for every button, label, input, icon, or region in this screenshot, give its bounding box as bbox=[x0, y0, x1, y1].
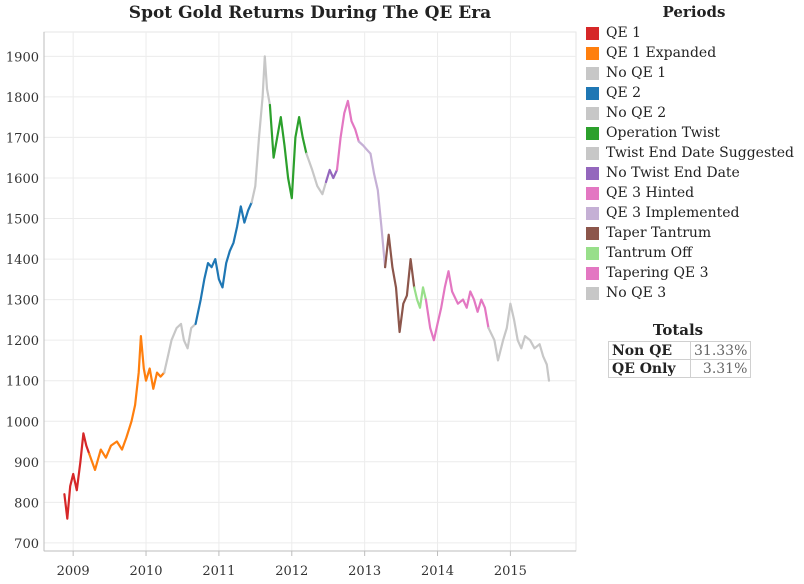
legend-swatch bbox=[586, 206, 599, 220]
x-tick-label: 2015 bbox=[494, 564, 527, 579]
series-line-no-qe-3 bbox=[487, 302, 551, 382]
legend-swatch bbox=[586, 146, 599, 160]
chart-title: Spot Gold Returns During The QE Era bbox=[128, 3, 492, 23]
legend-label: QE 3 Hinted bbox=[606, 185, 695, 201]
legend-label: Tapering QE 3 bbox=[606, 265, 709, 281]
x-tick-label: 2012 bbox=[275, 564, 308, 579]
legend-label: No QE 3 bbox=[606, 285, 667, 301]
legend-item[interactable]: Twist End Date Suggested bbox=[586, 143, 802, 163]
y-tick-label: 700 bbox=[14, 537, 39, 552]
x-tick-label: 2013 bbox=[348, 564, 381, 579]
y-tick-label: 1300 bbox=[6, 294, 39, 309]
legend-swatch bbox=[586, 186, 599, 200]
y-tick-label: 1800 bbox=[6, 91, 39, 106]
totals-body: Non QE 31.33% QE Only 3.31% bbox=[608, 341, 752, 378]
legend-item[interactable]: QE 3 Implemented bbox=[586, 203, 802, 223]
series-line-qe-1-expanded bbox=[88, 335, 166, 471]
y-tick-label: 1600 bbox=[6, 172, 39, 187]
totals-row-value: 31.33% bbox=[689, 341, 752, 360]
series-line-taper-tantrum bbox=[384, 233, 416, 334]
series-line-no-qe-1 bbox=[163, 322, 197, 374]
legend-swatch bbox=[586, 286, 599, 300]
legend-swatch bbox=[586, 266, 599, 280]
series-line-no-twist-end-date bbox=[324, 168, 339, 184]
legend-item[interactable]: No QE 1 bbox=[586, 63, 802, 83]
x-tick-label: 2009 bbox=[57, 564, 90, 579]
legend-label: Operation Twist bbox=[606, 125, 720, 141]
legend-item[interactable]: QE 2 bbox=[586, 83, 802, 103]
legend-label: No QE 2 bbox=[606, 105, 667, 121]
totals-row-value: 3.31% bbox=[689, 359, 752, 378]
totals-title: Totals bbox=[652, 321, 704, 339]
x-tick-label: 2011 bbox=[202, 564, 235, 579]
legend-label: Taper Tantrum bbox=[606, 225, 712, 241]
totals-row: Non QE 31.33% bbox=[608, 341, 752, 360]
series-line-no-qe-2 bbox=[250, 55, 271, 204]
legend-item[interactable]: No QE 3 bbox=[586, 283, 802, 303]
y-tick-label: 900 bbox=[14, 456, 39, 471]
series-line-tapering-qe-3 bbox=[424, 270, 490, 342]
legend-swatch bbox=[586, 226, 599, 240]
series-line-qe-3-hinted bbox=[335, 99, 360, 171]
totals-row: QE Only 3.31% bbox=[608, 359, 752, 378]
series-layer bbox=[63, 55, 551, 520]
legend-swatch bbox=[586, 126, 599, 140]
legend-item[interactable]: QE 3 Hinted bbox=[586, 183, 802, 203]
totals-row-label: QE Only bbox=[608, 359, 691, 378]
y-tick-label: 1400 bbox=[6, 253, 39, 268]
legend-item[interactable]: QE 1 bbox=[586, 23, 802, 43]
totals-table: Non QE 31.33% QE Only 3.31% bbox=[608, 341, 752, 378]
legend-label: No QE 1 bbox=[606, 65, 667, 81]
y-tick-label: 1200 bbox=[6, 334, 39, 349]
legend-label: QE 2 bbox=[606, 85, 642, 101]
x-tick-label: 2014 bbox=[421, 564, 454, 579]
legend-swatch bbox=[586, 166, 599, 180]
legend-item[interactable]: Operation Twist bbox=[586, 123, 802, 143]
legend-item[interactable]: Tantrum Off bbox=[586, 243, 802, 263]
legend: Periods QE 1 QE 1 Expanded No QE 1 QE 2 No Q… bbox=[586, 3, 802, 303]
legend-item[interactable]: No Twist End Date bbox=[586, 163, 802, 183]
legend-label: Twist End Date Suggested bbox=[606, 145, 795, 161]
legend-swatch bbox=[586, 86, 599, 100]
legend-item[interactable]: No QE 2 bbox=[586, 103, 802, 123]
legend-label: No Twist End Date bbox=[606, 165, 740, 181]
legend-swatch bbox=[586, 26, 599, 40]
y-tick-label: 1900 bbox=[6, 50, 39, 65]
legend-item[interactable]: QE 1 Expanded bbox=[586, 43, 802, 63]
legend-title: Periods bbox=[662, 3, 726, 21]
legend-label: QE 3 Implemented bbox=[606, 205, 740, 221]
tick-layer: 700 800 900 1000 1100 1200 1300 1400 1500 1600 170… bbox=[6, 50, 527, 579]
legend-label: QE 1 bbox=[606, 25, 642, 41]
y-tick-label: 1100 bbox=[6, 375, 39, 390]
series-line-qe-3-implemented bbox=[357, 140, 387, 269]
totals-panel: Totals Non QE 31.33% QE Only 3.31% bbox=[608, 321, 752, 378]
legend-swatch bbox=[586, 246, 599, 260]
legend-items: QE 1 QE 1 Expanded No QE 1 QE 2 No QE 2 Opera… bbox=[586, 23, 802, 303]
y-tick-label: 1700 bbox=[6, 131, 39, 146]
y-tick-label: 1000 bbox=[6, 415, 39, 430]
legend-swatch bbox=[586, 46, 599, 60]
series-line-operation-twist bbox=[268, 103, 308, 200]
plot-area bbox=[43, 31, 577, 552]
totals-row-label: Non QE bbox=[608, 341, 691, 360]
legend-swatch bbox=[586, 66, 599, 80]
series-line-qe-2 bbox=[194, 201, 253, 325]
legend-swatch bbox=[586, 106, 599, 120]
x-tick-label: 2010 bbox=[129, 564, 162, 579]
legend-item[interactable]: Tapering QE 3 bbox=[586, 263, 802, 283]
legend-item[interactable]: Taper Tantrum bbox=[586, 223, 802, 243]
y-tick-label: 1500 bbox=[6, 213, 39, 228]
grid-layer bbox=[44, 32, 576, 551]
series-line-twist-end-date-suggested bbox=[305, 152, 328, 196]
series-line-tantrum-off bbox=[413, 286, 427, 309]
y-tick-label: 800 bbox=[14, 496, 39, 511]
series-line-qe-1 bbox=[63, 432, 91, 520]
legend-label: QE 1 Expanded bbox=[606, 45, 717, 61]
legend-label: Tantrum Off bbox=[606, 245, 693, 261]
